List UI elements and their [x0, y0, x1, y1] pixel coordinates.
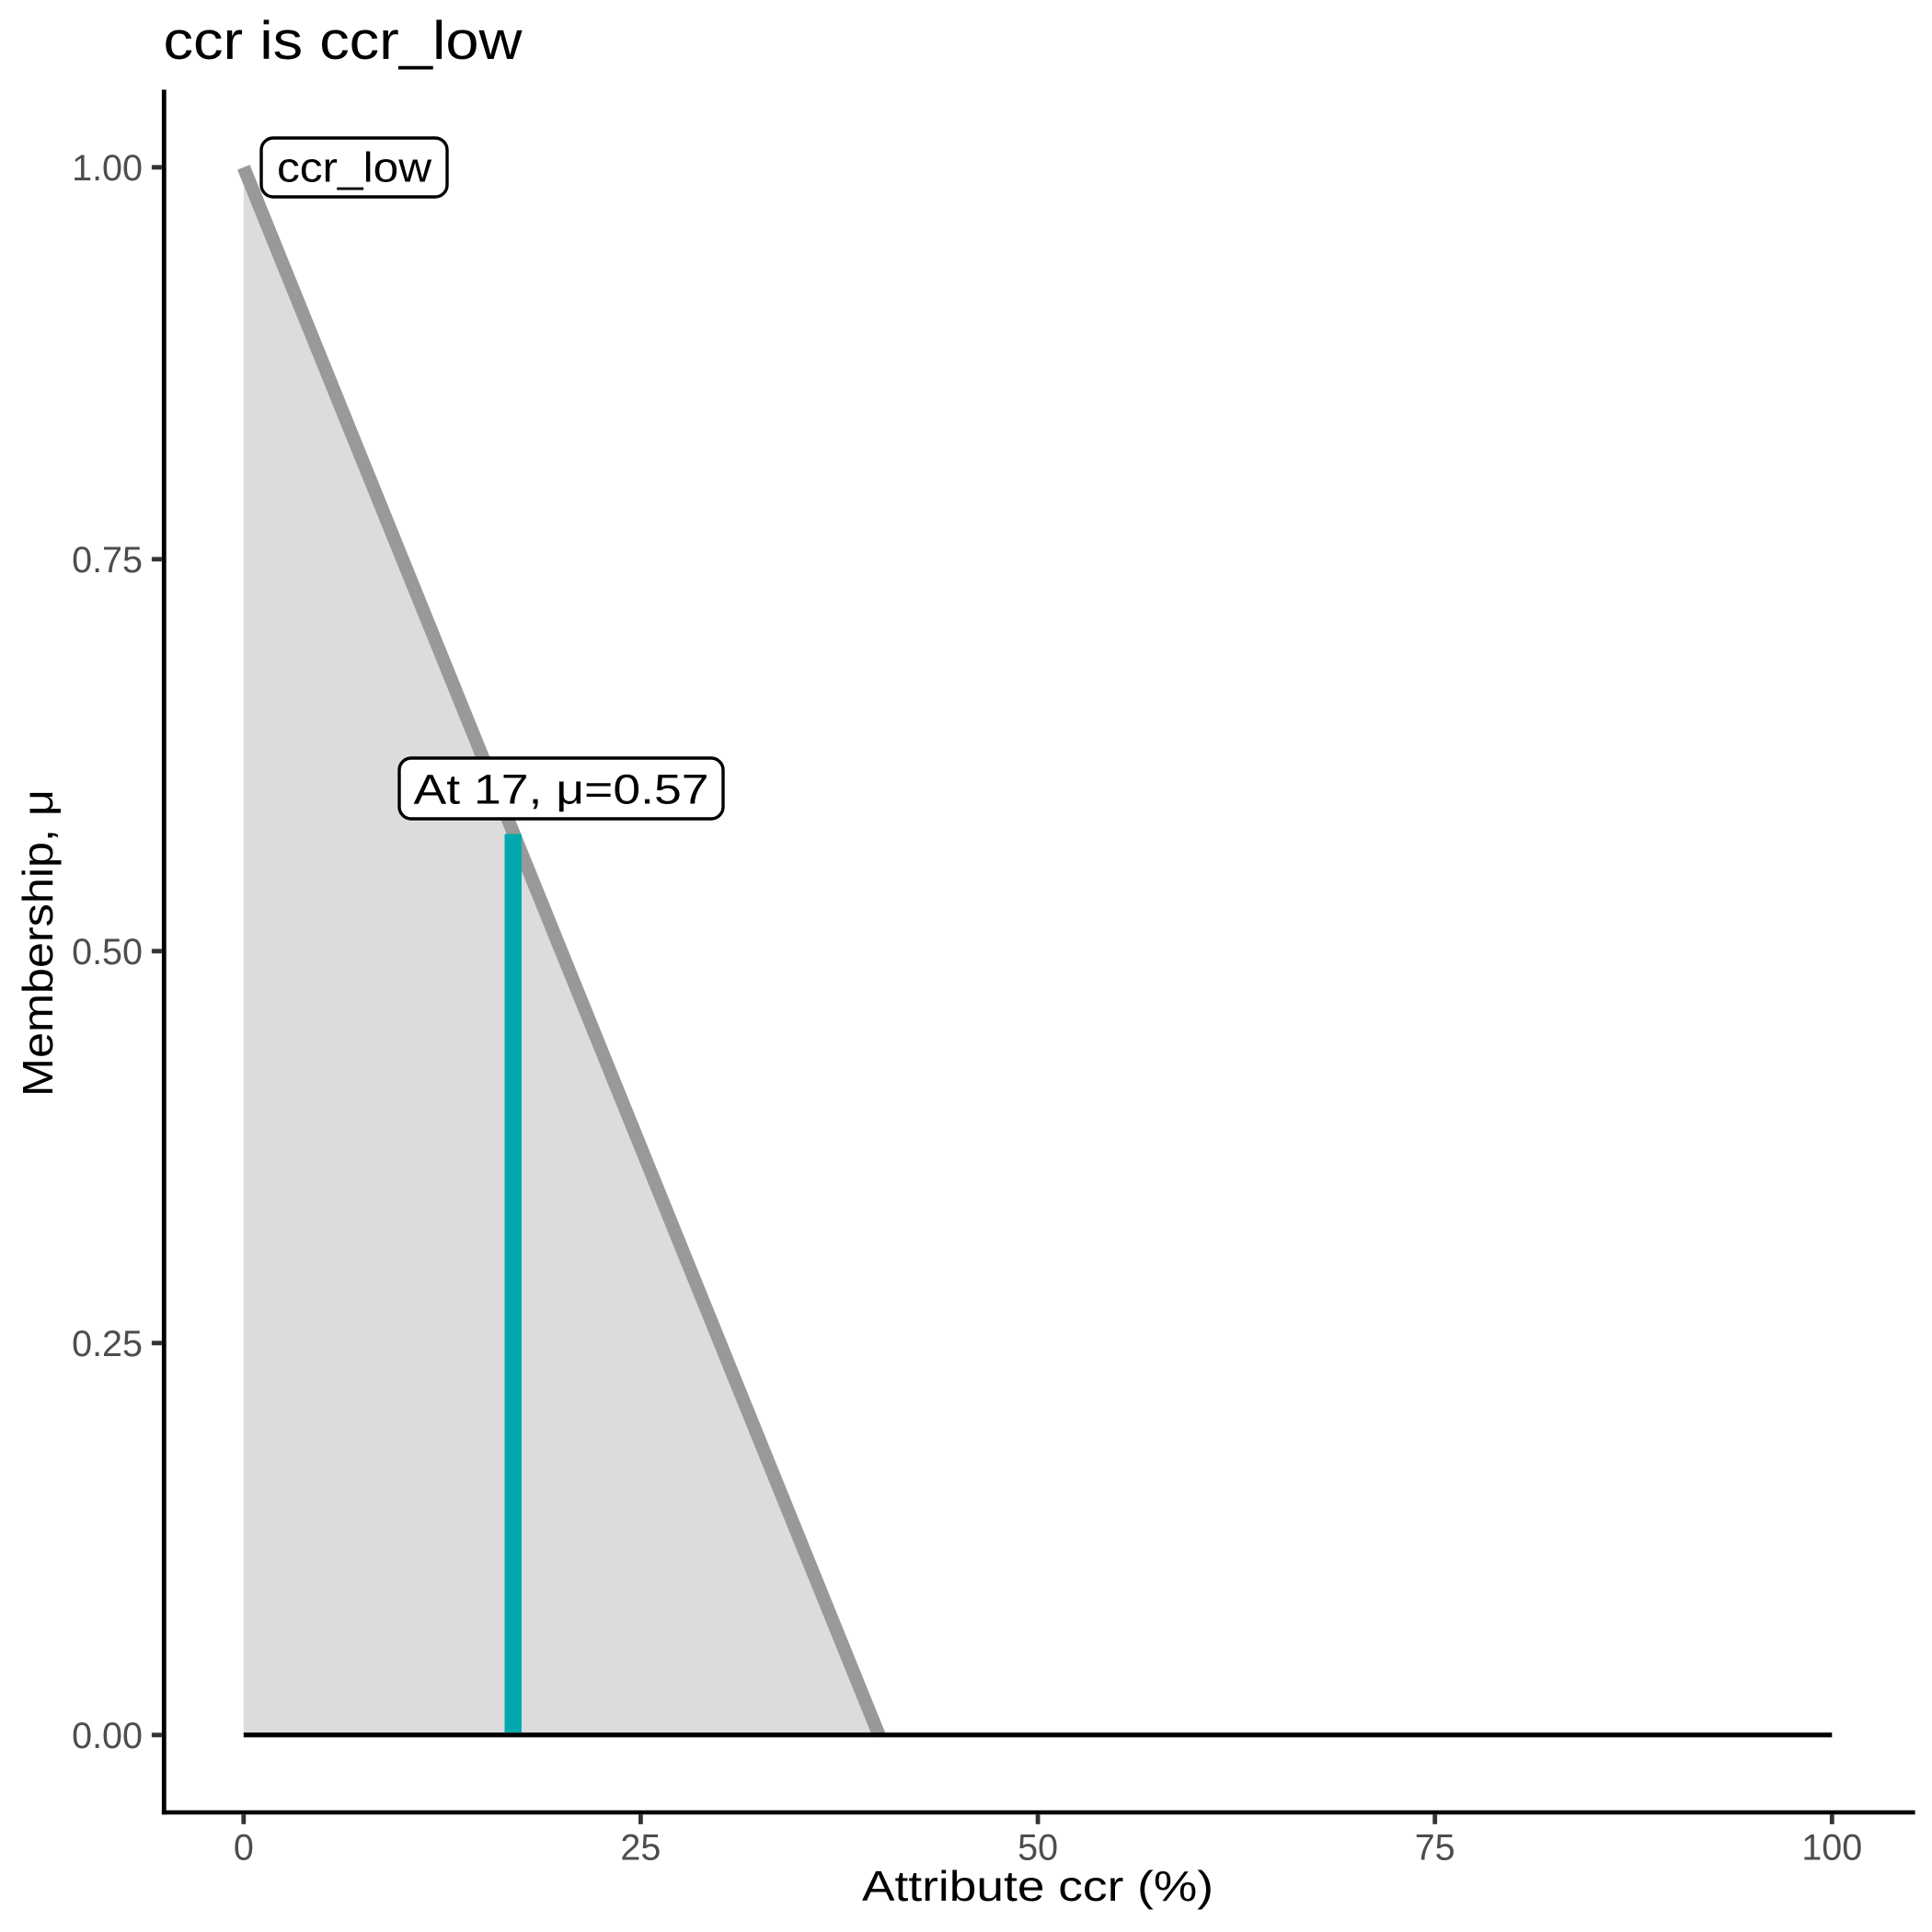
- svg-text:Membership, μ: Membership, μ: [14, 789, 62, 1097]
- svg-text:0.25: 0.25: [72, 1324, 143, 1364]
- svg-text:1.00: 1.00: [72, 148, 143, 189]
- svg-text:ccr is ccr_low: ccr is ccr_low: [164, 11, 523, 71]
- svg-text:ccr_low: ccr_low: [277, 144, 432, 191]
- svg-text:0.00: 0.00: [72, 1716, 143, 1756]
- svg-text:At 17, μ=0.57: At 17, μ=0.57: [414, 766, 709, 813]
- svg-text:100: 100: [1801, 1827, 1862, 1868]
- svg-text:0: 0: [234, 1827, 254, 1868]
- svg-text:0.75: 0.75: [72, 540, 143, 581]
- svg-text:Attribute ccr (%): Attribute ccr (%): [862, 1862, 1213, 1910]
- svg-text:75: 75: [1415, 1827, 1455, 1868]
- svg-text:0.50: 0.50: [72, 932, 143, 972]
- svg-text:25: 25: [620, 1827, 661, 1868]
- svg-text:50: 50: [1018, 1827, 1058, 1868]
